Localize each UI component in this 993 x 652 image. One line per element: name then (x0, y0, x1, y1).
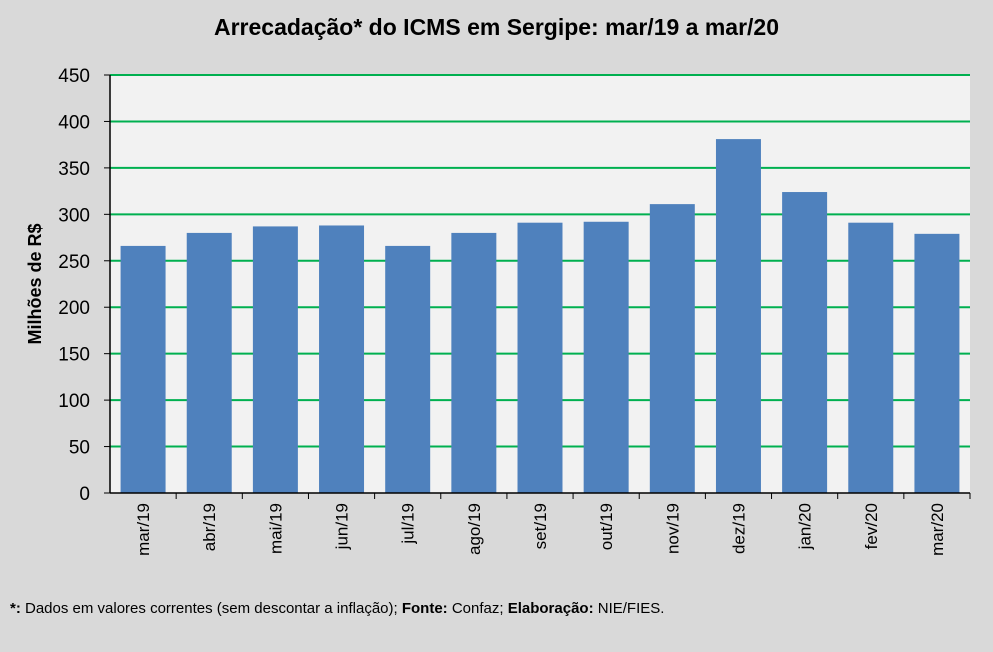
x-tick-label: set/19 (531, 503, 550, 549)
bar-jul-19 (385, 245, 431, 493)
x-tick-label: nov/19 (663, 503, 682, 554)
x-tick-label: mai/19 (266, 503, 285, 554)
source-label: Fonte: (401, 600, 448, 617)
x-tick-label: mar/19 (134, 503, 153, 556)
source-text: Confaz; (447, 600, 508, 617)
x-tick-label: fev/20 (862, 503, 881, 549)
y-tick-label: 200 (58, 298, 90, 319)
bar-abr-19 (186, 232, 232, 493)
footer-note: *: Dados em valores correntes (sem desco… (10, 600, 664, 617)
elaboration-label: Elaboração: (507, 600, 594, 617)
y-tick-label: 0 (79, 484, 90, 505)
x-tick-label: jan/20 (796, 503, 815, 550)
y-axis-label: Milhões de R$ (25, 223, 45, 344)
y-tick-label: 250 (58, 252, 90, 273)
bar-mai-19 (252, 226, 298, 494)
y-tick-label: 300 (58, 205, 90, 226)
x-tick-label: ago/19 (465, 503, 484, 555)
y-tick-label: 100 (58, 391, 90, 412)
footnote-star: *: (10, 600, 21, 617)
footnote-text: Dados em valores correntes (sem desconta… (20, 600, 402, 617)
elaboration-text: NIE/FIES. (593, 600, 665, 617)
y-tick-label: 50 (69, 438, 90, 459)
x-tick-label: mar/20 (928, 503, 947, 556)
y-tick-label: 350 (58, 159, 90, 180)
x-tick-label: out/19 (597, 503, 616, 550)
bar-jan-20 (782, 192, 828, 494)
bar-ago-19 (451, 232, 497, 493)
bar-jun-19 (319, 225, 365, 494)
chart-title: Arrecadação* do ICMS em Sergipe: mar/19 … (213, 14, 780, 40)
y-tick-label: 150 (58, 345, 90, 366)
y-tick-label: 450 (58, 66, 90, 87)
bar-out-19 (583, 221, 629, 493)
y-tick-label: 400 (58, 112, 90, 133)
bar-mar-20 (914, 233, 960, 493)
bar-mar-19 (120, 245, 166, 493)
x-tick-label: abr/19 (200, 503, 219, 551)
bar-nov-19 (649, 204, 695, 494)
bar-dez-19 (715, 139, 761, 494)
x-tick-label: dez/19 (729, 503, 748, 554)
x-tick-label: jun/19 (333, 503, 352, 550)
x-tick-label: jul/19 (399, 503, 418, 545)
bar-set-19 (517, 222, 563, 493)
bar-fev-20 (848, 222, 894, 493)
